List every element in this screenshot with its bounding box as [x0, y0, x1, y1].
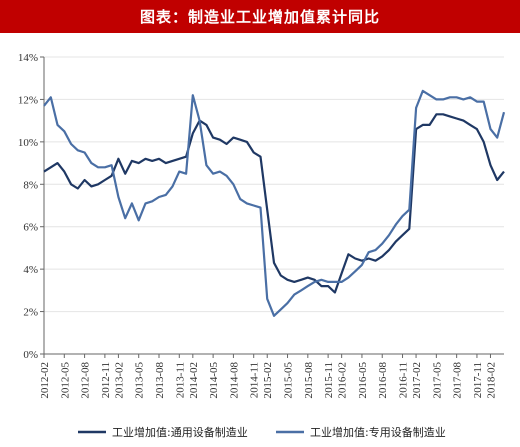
axes: [43, 57, 504, 355]
x-tick-label: 2015-02: [262, 362, 274, 399]
x-tick-label: 2013-11: [174, 362, 186, 398]
x-tick-label: 2012-05: [59, 362, 71, 399]
x-tick-label: 2014-11: [249, 362, 261, 398]
legend: 工业增加值:通用设备制造业 工业增加值:专用设备制造业: [78, 425, 446, 439]
y-tick-label: 2%: [23, 307, 38, 319]
y-axis-ticks: 0% 2% 4% 6% 8% 10% 12% 14%: [18, 52, 44, 361]
x-tick-label: 2017-11: [472, 362, 484, 398]
x-tick-label: 2017-05: [431, 362, 443, 399]
x-tick-label: 2013-05: [134, 362, 146, 399]
x-tick-label: 2016-08: [377, 362, 389, 399]
y-tick-label: 6%: [23, 222, 38, 234]
series-lines: [43, 89, 506, 317]
x-tick-label: 2016-02: [337, 362, 349, 399]
x-tick-label: 2013-02: [113, 362, 125, 399]
x-tick-label: 2014-02: [188, 362, 200, 399]
x-tick-label: 2016-11: [398, 362, 410, 398]
x-tick-label: 2012-02: [39, 362, 51, 399]
x-tick-label: 2013-08: [154, 362, 166, 399]
chart-title: 图表：制造业工业增加值累计同比: [0, 0, 520, 33]
y-tick-label: 12%: [18, 94, 38, 106]
x-tick-label: 2017-08: [452, 362, 464, 399]
x-tick-label: 2018-02: [485, 362, 497, 399]
legend-label-2: 工业增加值:专用设备制造业: [310, 425, 446, 439]
x-tick-label: 2015-08: [303, 362, 315, 399]
series-line-1: [43, 113, 505, 294]
x-tick-label: 2016-05: [357, 362, 369, 399]
x-axis-ticks: 2012-02 2012-05 2012-08 2012-11 2013-02 2013-…: [39, 354, 497, 399]
legend-label-1: 工业增加值:通用设备制造业: [112, 425, 248, 439]
x-tick-label: 2017-02: [411, 362, 423, 399]
x-tick-label: 2012-08: [80, 362, 92, 399]
y-tick-label: 14%: [18, 52, 38, 64]
x-tick-label: 2015-05: [283, 362, 295, 399]
x-tick-label: 2014-08: [228, 362, 240, 399]
x-tick-label: 2015-11: [323, 362, 335, 398]
y-tick-label: 4%: [23, 264, 38, 276]
x-tick-label: 2014-05: [208, 362, 220, 399]
y-tick-label: 0%: [23, 349, 38, 361]
grid-lines: [44, 56, 504, 313]
series-line-2: [43, 89, 506, 317]
x-tick-label: 2012-11: [100, 362, 112, 398]
y-tick-label: 8%: [23, 179, 38, 191]
y-tick-label: 10%: [18, 137, 38, 149]
